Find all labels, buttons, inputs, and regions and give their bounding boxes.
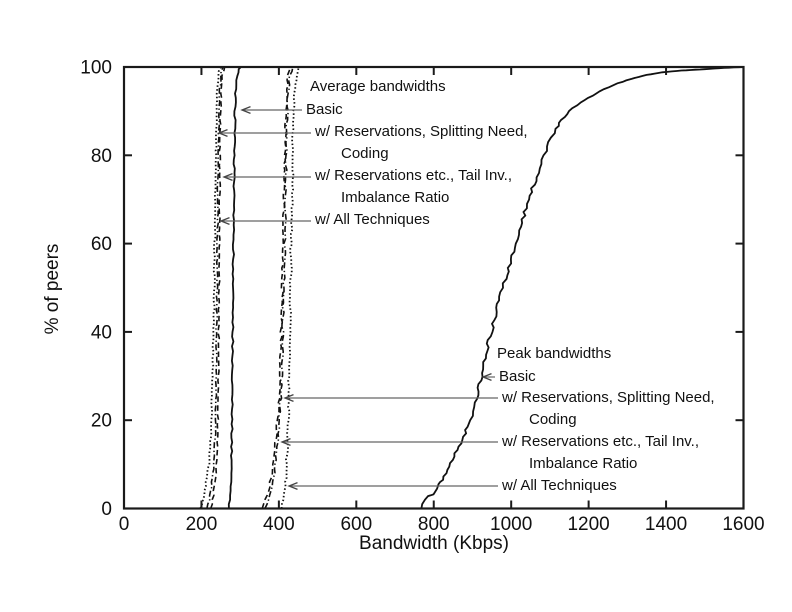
avg-annotation-header: Average bandwidths xyxy=(310,78,446,95)
curve-peak_all xyxy=(280,66,300,509)
x-tick-label: 400 xyxy=(263,514,295,535)
annotation-arrow-head-avg_all xyxy=(219,216,230,226)
x-tick-label: 1600 xyxy=(722,514,764,535)
curve-peak_tail xyxy=(264,66,294,509)
peak-annotation-tailinv-line2: Imbalance Ratio xyxy=(529,455,638,472)
avg-annotation-basic: Basic xyxy=(306,101,343,118)
x-tick-label: 1000 xyxy=(490,514,532,535)
avg-annotation-tailinv-line2: Imbalance Ratio xyxy=(341,189,450,206)
avg-annotation-reservations-line2: Coding xyxy=(341,145,389,162)
x-tick-label: 0 xyxy=(119,514,130,535)
y-tick-label: 100 xyxy=(80,58,112,79)
annotation-arrow-head-avg_res xyxy=(217,128,228,138)
x-axis-label: Bandwidth (Kbps) xyxy=(359,533,509,554)
peak-annotation-basic: Basic xyxy=(499,368,536,385)
x-tick-label: 600 xyxy=(340,514,372,535)
annotation-arrow-head-peak_tail xyxy=(280,437,291,447)
annotation-arrow-head-avg_basic xyxy=(240,105,251,115)
y-tick-label: 40 xyxy=(91,322,112,343)
y-tick-label: 60 xyxy=(91,234,112,255)
x-tick-label: 1400 xyxy=(645,514,687,535)
annotation-arrow-head-avg_tail xyxy=(222,172,233,182)
avg-annotation-alltechniques: w/ All Techniques xyxy=(315,211,430,228)
x-tick-label: 200 xyxy=(186,514,218,535)
avg-annotation-reservations-line1: w/ Reservations, Splitting Need, xyxy=(315,123,528,140)
annotation-arrow-head-peak_all xyxy=(287,481,298,491)
annotation-arrow-head-peak_basic xyxy=(481,372,492,382)
y-tick-label: 20 xyxy=(91,411,112,432)
annotation-arrow-head-peak_res xyxy=(283,393,294,403)
x-tick-label: 1200 xyxy=(567,514,609,535)
y-tick-label: 80 xyxy=(91,146,112,167)
y-axis-label: % of peers xyxy=(42,243,63,335)
curve-peak_basic xyxy=(420,66,744,509)
x-tick-label: 800 xyxy=(418,514,450,535)
peak-annotation-tailinv-line1: w/ Reservations etc., Tail Inv., xyxy=(502,433,700,450)
curve-avg_tail xyxy=(206,66,224,509)
peak-annotation-reservations-line1: w/ Reservations, Splitting Need, xyxy=(502,389,715,406)
peak-annotation-alltechniques: w/ All Techniques xyxy=(502,477,617,494)
y-tick-label: 0 xyxy=(101,499,112,520)
curve-peak_res xyxy=(261,66,292,509)
avg-annotation-tailinv-line1: w/ Reservations etc., Tail Inv., xyxy=(315,167,513,184)
peak-annotation-header: Peak bandwidths xyxy=(497,345,612,362)
peak-annotation-reservations-line2: Coding xyxy=(529,411,577,428)
